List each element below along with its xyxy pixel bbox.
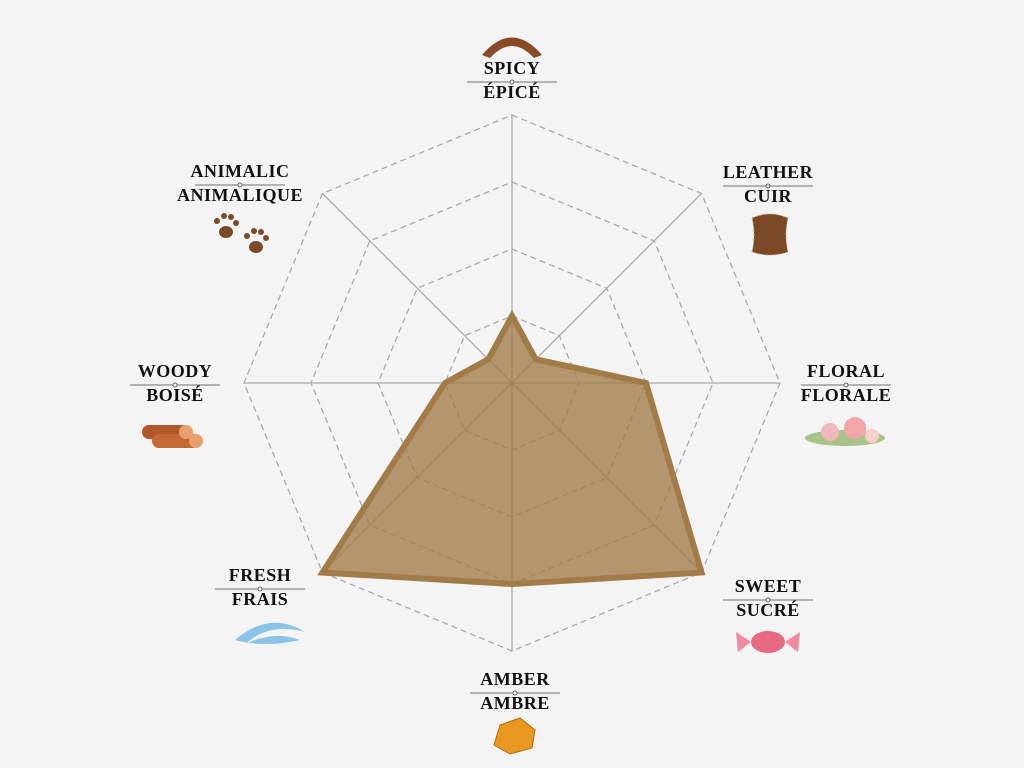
category-translation: SUCRÉ [736, 599, 800, 620]
category-label: FRESH [229, 565, 292, 585]
category-label: ANIMALIC [190, 161, 289, 181]
category-translation: ANIMALIQUE [177, 185, 303, 205]
category-label: LEATHER [723, 162, 814, 182]
category-label: SPICY [484, 58, 541, 78]
category-translation: CUIR [744, 186, 793, 206]
radar-area [317, 309, 706, 588]
label-ornament [512, 690, 518, 696]
category-translation: AMBRE [480, 693, 550, 713]
category-translation: BOISÉ [146, 384, 204, 405]
icons [142, 37, 885, 755]
axis-spoke [511, 193, 702, 384]
category-label: FLORAL [807, 361, 885, 381]
animalic-icon [214, 213, 269, 253]
category-translation: FRAIS [232, 589, 289, 609]
woody-icon [142, 425, 203, 448]
fresh-icon [235, 622, 305, 644]
label-ornament [257, 586, 263, 592]
label-ornament [843, 382, 849, 388]
axis-spoke [322, 193, 513, 384]
sweet-icon [736, 631, 800, 653]
floral-icon [805, 417, 885, 446]
label-ornament [765, 597, 771, 603]
category-translation: FLORALE [801, 385, 892, 405]
label-ornament [237, 182, 243, 188]
leather-icon [751, 213, 789, 256]
label-ornament [509, 79, 515, 85]
label-ornament [765, 183, 771, 189]
category-label: AMBER [480, 669, 550, 689]
label-ornament [172, 382, 178, 388]
amber-icon [493, 717, 536, 755]
spicy-icon [482, 37, 542, 58]
category-label: WOODY [138, 361, 213, 381]
category-label: SWEET [735, 576, 802, 596]
category-translation: ÉPICÉ [483, 81, 541, 102]
